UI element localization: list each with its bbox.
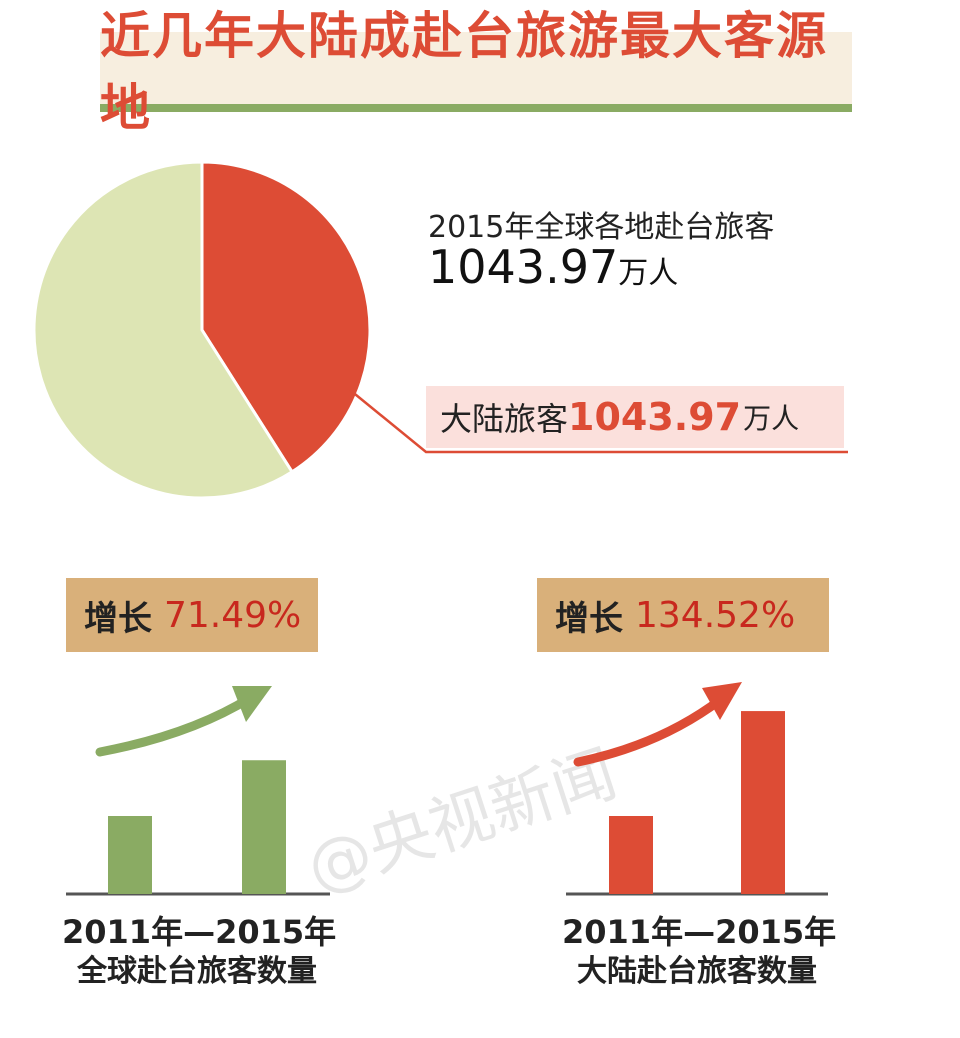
mainland-growth-value: 134.52% — [635, 594, 796, 636]
mainland-visitors-value: 1043.97 — [568, 395, 742, 439]
global-arrow-head-icon — [232, 686, 272, 722]
watermark: @央视新闻 — [298, 737, 626, 907]
pie-slice-other — [32, 160, 295, 500]
mainland-range-label: 2011年—2015年 — [562, 913, 837, 951]
total-visitors-value: 1043.97万人 — [428, 240, 678, 294]
mainland-growth-box: 增长 134.52% — [537, 578, 829, 652]
global-growth-label: 增长 — [84, 598, 152, 639]
global-growth-box: 增长 71.49% — [66, 578, 318, 652]
mainland-growth-label: 增长 — [555, 598, 623, 639]
mainland-bar-2015 — [741, 711, 785, 894]
mainland-visitors-unit: 万人 — [743, 402, 800, 435]
pie-chart — [32, 160, 372, 500]
global-bar-2015 — [242, 760, 286, 894]
mainland-visitors-label: 大陆旅客 — [440, 400, 569, 438]
mainland-growth-arrow — [573, 695, 725, 767]
page-title: 近几年大陆成赴台旅游最大客源地 — [100, 7, 828, 137]
global-bar-2011 — [108, 816, 152, 894]
global-growth-value: 71.49% — [164, 594, 302, 636]
total-visitors-number: 1043.97 — [428, 240, 619, 294]
global-growth-arrow — [95, 693, 255, 757]
mainland-arrow-head-icon — [702, 682, 742, 720]
global-bar-caption: 2011年—2015年 全球赴台旅客数量 — [62, 912, 337, 992]
total-visitors-caption: 2015年全球各地赴台旅客 — [428, 210, 775, 245]
global-range-label: 2011年—2015年 — [62, 913, 337, 951]
global-name-label: 全球赴台旅客数量 — [77, 954, 317, 989]
title-banner: 近几年大陆成赴台旅游最大客源地 — [100, 7, 852, 137]
mainland-bar-caption: 2011年—2015年 大陆赴台旅客数量 — [562, 912, 837, 992]
total-visitors-unit: 万人 — [618, 256, 679, 291]
mainland-visitors-callout: 大陆旅客 1043.97 万人 — [426, 386, 844, 448]
mainland-bar-2011 — [609, 816, 653, 894]
mainland-name-label: 大陆赴台旅客数量 — [577, 954, 817, 989]
